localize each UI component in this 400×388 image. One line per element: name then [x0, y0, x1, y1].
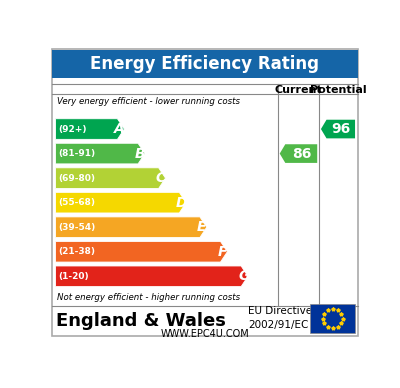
Text: Current: Current — [275, 85, 322, 95]
Text: (55-68): (55-68) — [58, 198, 95, 207]
Text: Not energy efficient - higher running costs: Not energy efficient - higher running co… — [57, 293, 240, 302]
Text: England & Wales: England & Wales — [56, 312, 226, 331]
Text: (69-80): (69-80) — [58, 173, 95, 183]
Bar — [52, 50, 358, 78]
Text: 96: 96 — [332, 122, 351, 136]
Text: D: D — [176, 196, 188, 210]
Text: F: F — [218, 245, 227, 259]
Text: Very energy efficient - lower running costs: Very energy efficient - lower running co… — [57, 97, 240, 106]
Text: (21-38): (21-38) — [58, 247, 95, 256]
Text: Energy Efficiency Rating: Energy Efficiency Rating — [90, 55, 320, 73]
Text: Potential: Potential — [310, 85, 366, 95]
Polygon shape — [56, 192, 186, 213]
Polygon shape — [56, 241, 227, 262]
Text: WWW.EPC4U.COM: WWW.EPC4U.COM — [161, 329, 249, 339]
Polygon shape — [56, 266, 248, 287]
Text: B: B — [135, 147, 146, 161]
Text: G: G — [238, 269, 249, 283]
Text: A: A — [114, 122, 125, 136]
Text: (81-91): (81-91) — [58, 149, 95, 158]
Polygon shape — [321, 120, 355, 139]
Polygon shape — [56, 119, 124, 139]
Bar — [310, 304, 355, 333]
Text: C: C — [156, 171, 166, 185]
Text: E: E — [197, 220, 206, 234]
Text: (39-54): (39-54) — [58, 223, 95, 232]
Text: (1-20): (1-20) — [58, 272, 89, 281]
Text: 86: 86 — [292, 147, 311, 161]
Polygon shape — [280, 144, 317, 163]
Polygon shape — [56, 217, 207, 237]
Text: EU Directive
2002/91/EC: EU Directive 2002/91/EC — [248, 307, 312, 331]
Text: (92+): (92+) — [58, 125, 86, 133]
Polygon shape — [56, 168, 166, 189]
Polygon shape — [56, 143, 145, 164]
